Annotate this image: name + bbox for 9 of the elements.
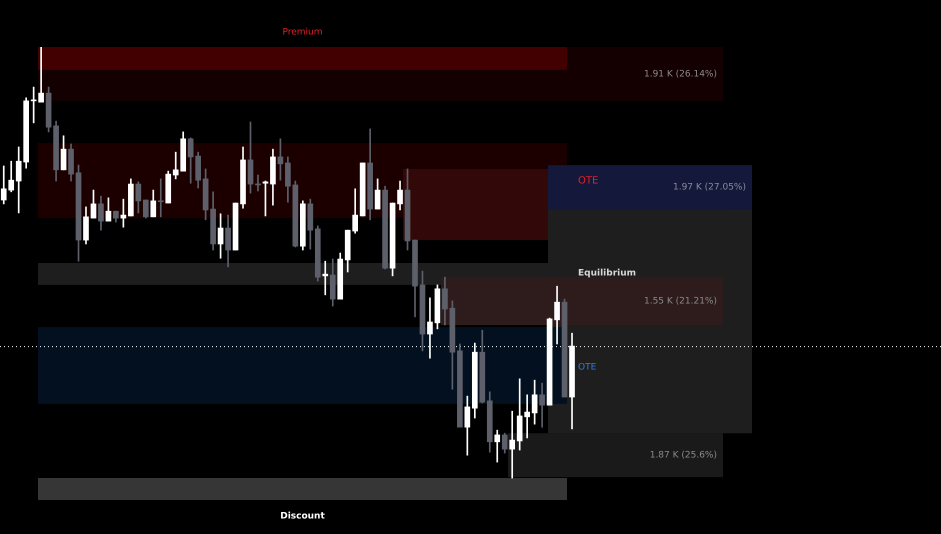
band-label: 1.55 K (21.21%) bbox=[644, 296, 717, 306]
band-label: OTE bbox=[578, 176, 598, 187]
band-label: 1.97 K (27.05%) bbox=[672, 182, 746, 192]
band-label: 1.91 K (26.14%) bbox=[644, 69, 717, 80]
band-label: Premium bbox=[282, 27, 323, 38]
band-label: Discount bbox=[280, 511, 326, 522]
band-label: 1.87 K (25.6%) bbox=[650, 450, 717, 461]
band-label: Equilibrium bbox=[578, 268, 636, 278]
band-label: OTE bbox=[578, 362, 597, 373]
